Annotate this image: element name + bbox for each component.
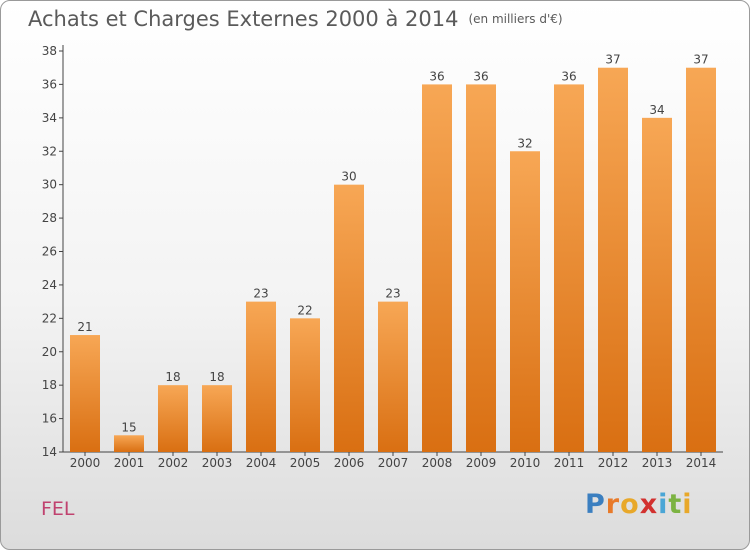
y-tick-label: 14 [42,445,57,459]
x-tick-label: 2001 [114,456,145,470]
bar [202,385,232,452]
logo-letter: i [658,489,669,520]
logo-letter: P [585,489,606,520]
bar-value-label: 34 [649,103,664,117]
y-tick-label: 36 [42,77,57,91]
x-tick-label: 2000 [70,456,101,470]
bar [554,84,584,453]
x-tick-label: 2006 [334,456,365,470]
x-tick-label: 2003 [202,456,233,470]
commune-name: FEL [41,498,75,520]
bar-value-label: 23 [385,287,400,301]
y-tick-label: 16 [42,412,57,426]
x-tick-label: 2013 [642,456,673,470]
y-tick-label: 22 [42,311,57,325]
x-tick-label: 2010 [510,456,541,470]
bar [114,435,144,452]
bar [246,301,276,452]
bar [378,301,408,452]
x-tick-label: 2011 [554,456,585,470]
bar [158,385,188,452]
y-tick-label: 32 [42,144,57,158]
y-tick-label: 34 [42,111,57,125]
logo-letter: x [639,489,659,520]
bar-value-label: 30 [341,170,356,184]
bar [686,67,716,452]
bar-value-label: 36 [561,69,576,83]
bar-value-label: 21 [77,320,92,334]
bar [466,84,496,453]
y-tick-label: 18 [42,378,57,392]
bar [422,84,452,453]
y-tick-label: 24 [42,278,57,292]
x-tick-label: 2005 [290,456,321,470]
x-tick-label: 2008 [422,456,453,470]
logo-letter: i [682,489,693,520]
x-tick-label: 2014 [686,456,717,470]
chart-title-text: Achats et Charges Externes 2000 à 2014 [28,7,459,31]
y-tick-label: 28 [42,211,57,225]
bar-value-label: 32 [517,136,532,150]
y-tick-label: 26 [42,245,57,259]
chart-subtitle: (en milliers d'€) [468,12,563,26]
bar-value-label: 22 [297,303,312,317]
y-tick-label: 20 [42,345,57,359]
x-tick-label: 2012 [598,456,629,470]
bar [510,151,540,452]
bar-value-label: 36 [429,69,444,83]
bar-value-label: 37 [693,53,708,67]
logo-letter: r [605,489,621,520]
bar [598,67,628,452]
bar [334,184,364,452]
bar-value-label: 37 [605,53,620,67]
x-tick-label: 2002 [158,456,189,470]
bar-value-label: 23 [253,287,268,301]
bar [290,318,320,452]
proxiti-logo: Proxiti [585,489,693,520]
bar-value-label: 36 [473,69,488,83]
x-tick-label: 2007 [378,456,409,470]
y-tick-label: 38 [42,44,57,58]
chart-title: Achats et Charges Externes 2000 à 2014 (e… [28,7,563,31]
x-tick-label: 2004 [246,456,277,470]
bar [70,335,100,452]
y-tick-label: 30 [42,178,57,192]
x-tick-label: 2009 [466,456,497,470]
logo-letter: t [668,489,683,520]
bar [642,117,672,452]
bar-value-label: 18 [165,370,180,384]
logo-letter: o [620,489,640,520]
bar-value-label: 18 [209,370,224,384]
bar-value-label: 15 [121,420,136,434]
